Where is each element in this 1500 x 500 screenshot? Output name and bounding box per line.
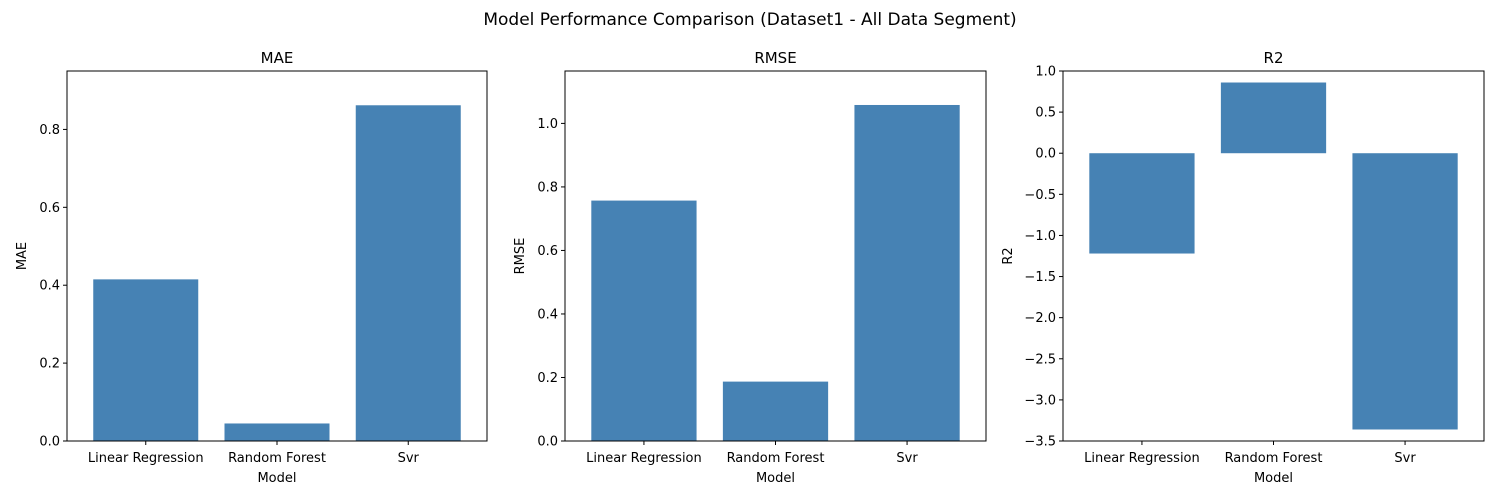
ytick-label: 0.2: [39, 357, 60, 372]
xtick-label: Svr: [398, 451, 420, 466]
xtick-label: Random Forest: [727, 451, 825, 466]
xtick-label: Linear Regression: [1084, 451, 1200, 466]
bar-r2-random-forest: [1220, 82, 1327, 154]
bar-rmse-svr: [854, 104, 960, 441]
ytick-label: −3.0: [1024, 393, 1056, 408]
bar-mae-linear-regression: [93, 279, 199, 441]
ytick-label: 0.2: [537, 371, 558, 386]
subplot-title-rmse: RMSE: [754, 49, 796, 67]
bar-r2-linear-regression: [1089, 153, 1195, 254]
figure-title: Model Performance Comparison (Dataset1 -…: [483, 10, 1016, 30]
ytick-label: −0.5: [1024, 188, 1056, 203]
y-axis-label-r2: R2: [1001, 247, 1016, 264]
xtick-label: Svr: [1394, 451, 1416, 466]
ytick-label: 0.4: [537, 307, 558, 322]
ytick-label: 0.8: [39, 123, 60, 138]
x-axis-label-r2: Model: [1254, 471, 1293, 486]
ytick-label: 0.0: [1035, 147, 1056, 162]
ytick-label: 1.0: [537, 117, 558, 132]
ytick-label: 0.8: [537, 180, 558, 195]
subplot-title-mae: MAE: [261, 49, 294, 67]
y-axis-label-rmse: RMSE: [513, 238, 528, 275]
ytick-label: 0.5: [1035, 106, 1056, 121]
xtick-label: Random Forest: [228, 451, 326, 466]
y-axis-label-mae: MAE: [15, 242, 30, 270]
ytick-label: 1.0: [1035, 65, 1056, 80]
x-axis-label-rmse: Model: [756, 471, 795, 486]
ytick-label: −2.0: [1024, 311, 1056, 326]
subplot-title-r2: R2: [1264, 49, 1284, 67]
bar-mae-svr: [355, 105, 461, 442]
bar-rmse-linear-regression: [591, 200, 697, 441]
xtick-label: Linear Regression: [88, 451, 204, 466]
bar-rmse-random-forest: [722, 381, 829, 441]
ytick-label: 0.4: [39, 279, 60, 294]
bar-mae-random-forest: [224, 423, 330, 441]
xtick-label: Svr: [896, 451, 918, 466]
subplot-mae: 0.0 0.2 0.4 0.6 0.8 Linear Regression Random F…: [15, 49, 488, 486]
ytick-label: −3.5: [1024, 435, 1056, 450]
xtick-label: Linear Regression: [586, 451, 702, 466]
ytick-label: −1.5: [1024, 270, 1056, 285]
ytick-label: 0.6: [537, 244, 558, 259]
bar-r2-svr: [1352, 153, 1458, 430]
xtick-label: Random Forest: [1225, 451, 1323, 466]
x-axis-label-mae: Model: [257, 471, 296, 486]
subplot-rmse: 0.0 0.2 0.4 0.6 0.8 1.0 Linear Regression Rando…: [513, 49, 987, 486]
ytick-label: −2.5: [1024, 352, 1056, 367]
subplot-r2: −3.5 −3.0 −2.5 −2.0 −1.5 −1.0 −0.5 0.0 0.5 1.0 Lin…: [1001, 49, 1485, 486]
ytick-label: 0.6: [39, 201, 60, 216]
ytick-label: 0.0: [537, 435, 558, 450]
ytick-label: 0.0: [39, 435, 60, 450]
ytick-label: −1.0: [1024, 229, 1056, 244]
